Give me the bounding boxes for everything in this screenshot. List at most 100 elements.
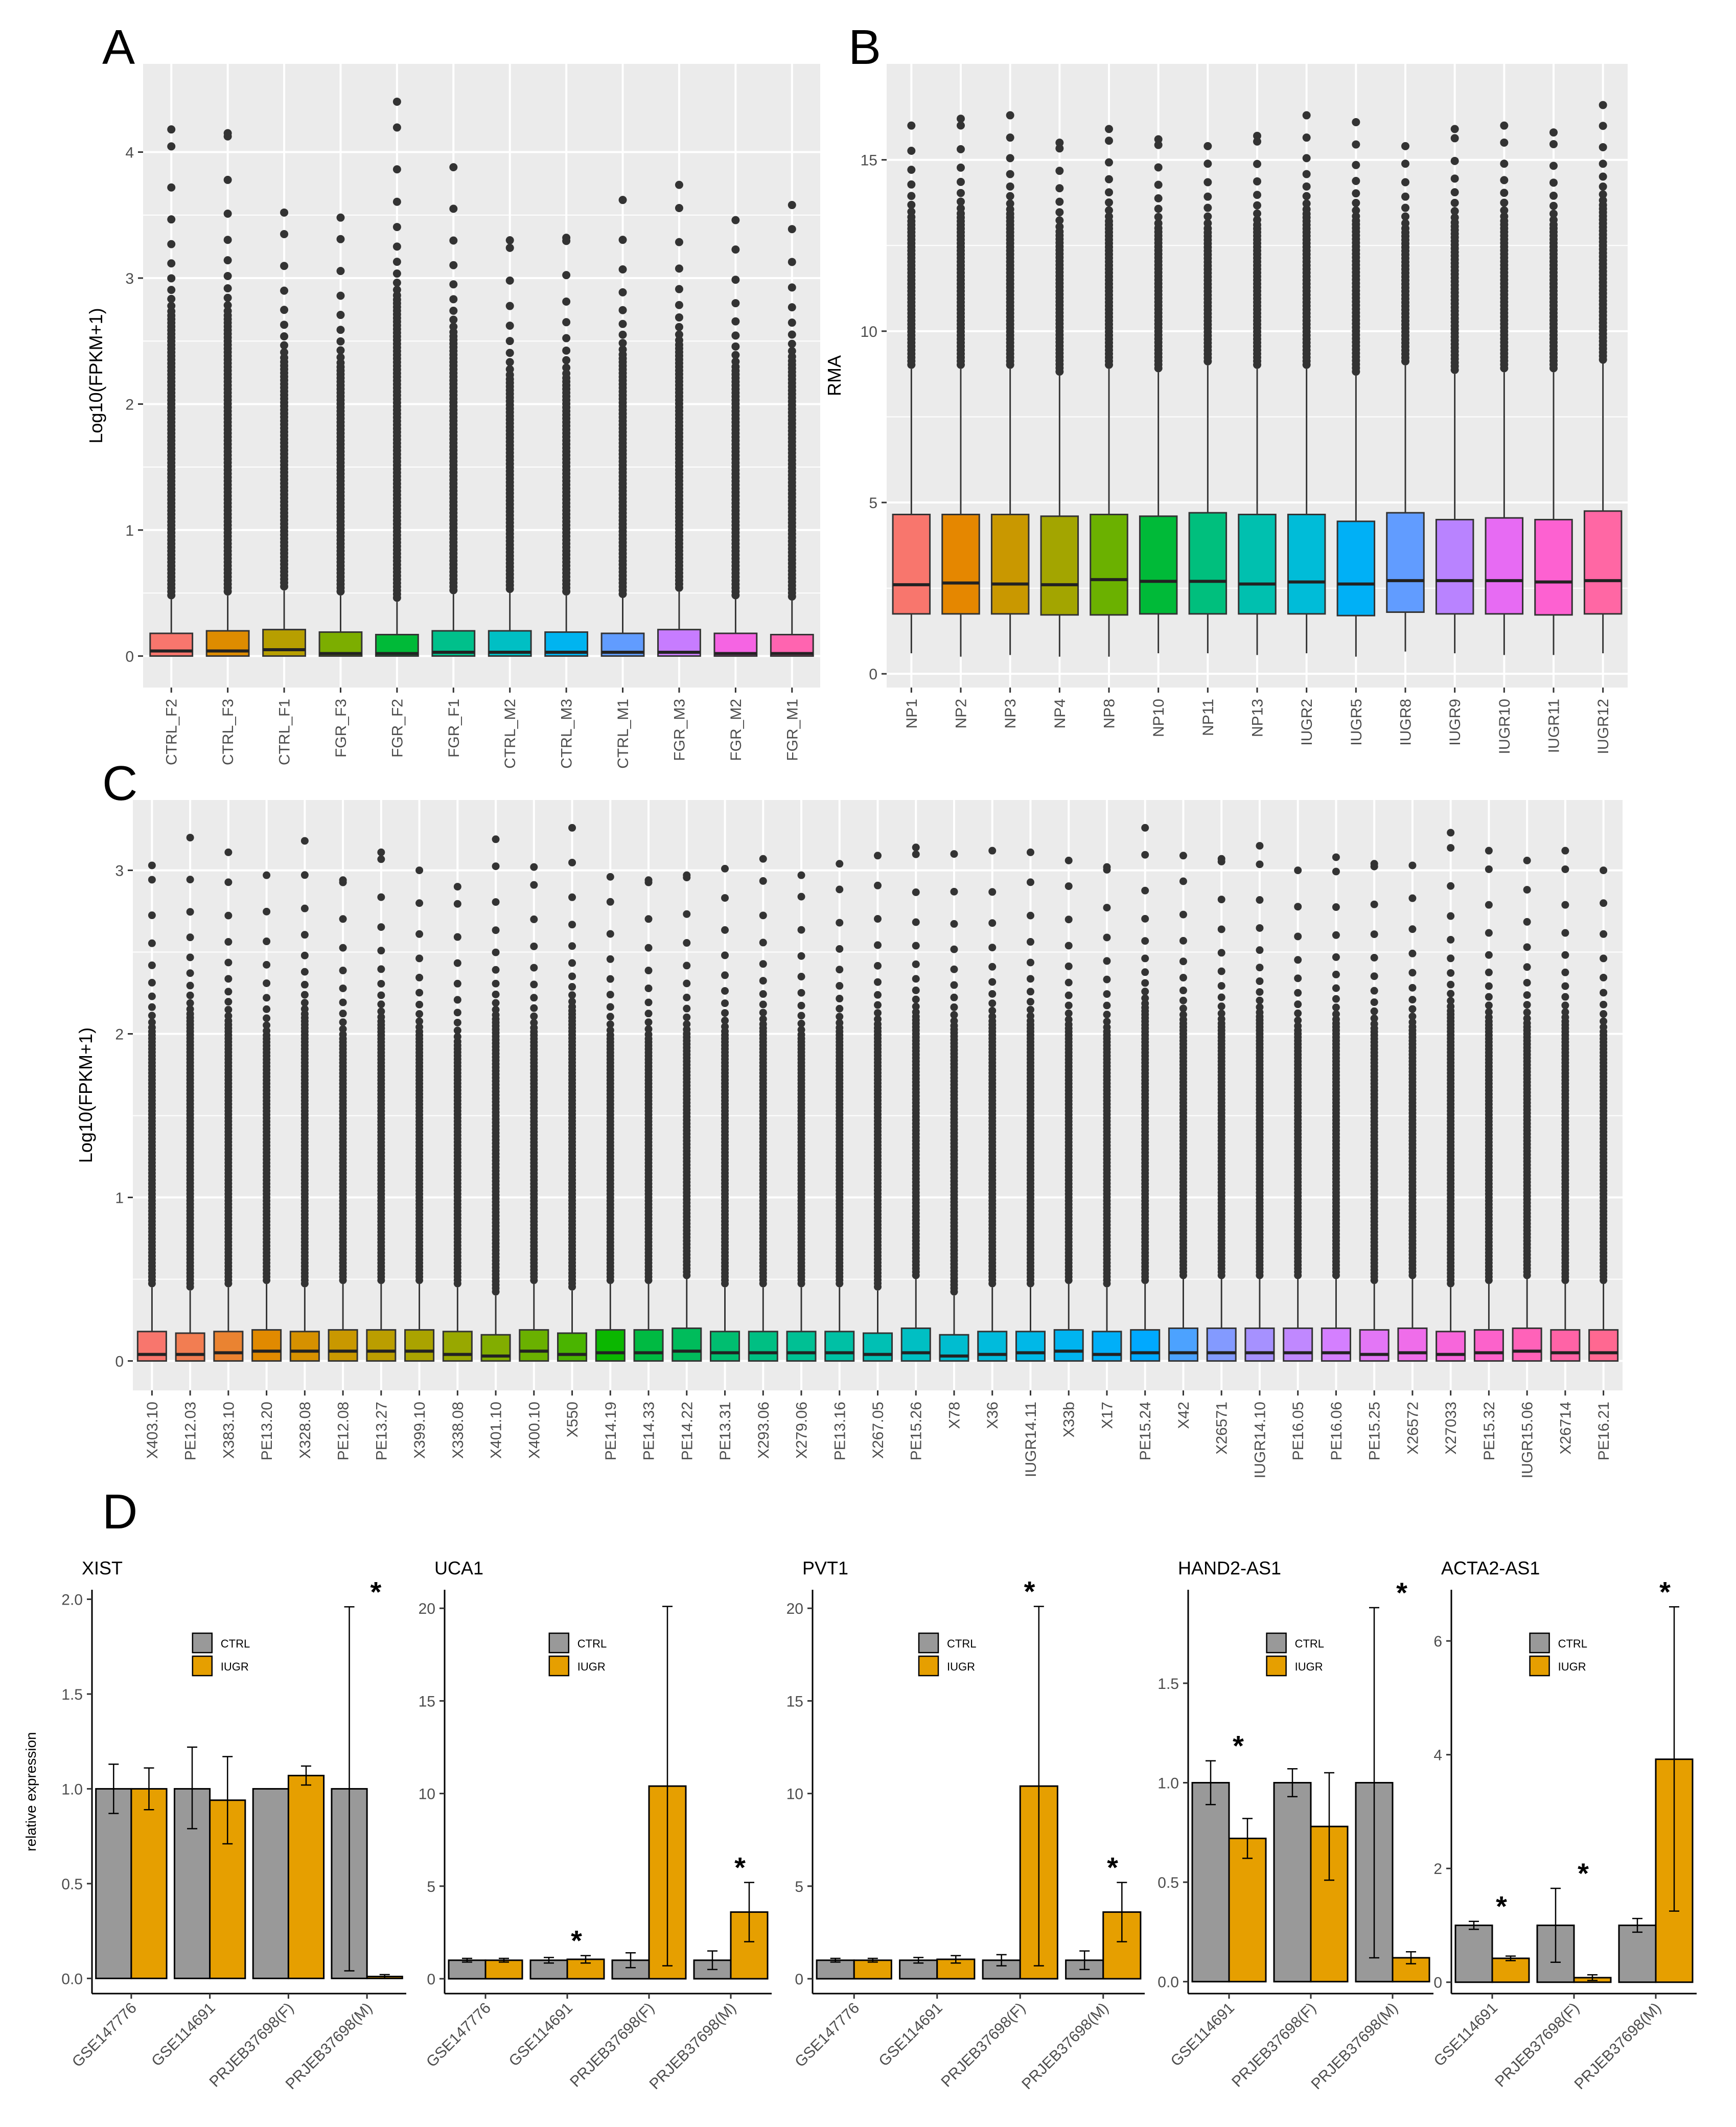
outlier-point [1103, 975, 1111, 984]
box-iqr [748, 1331, 778, 1362]
outlier-point [1179, 974, 1187, 982]
y-tick-label: 0 [115, 1353, 124, 1370]
outlier-point [797, 1019, 805, 1027]
max-outlier-point [1302, 111, 1311, 120]
outlier-points [1401, 142, 1409, 365]
outlier-point [1401, 192, 1409, 201]
outlier-point [606, 975, 614, 983]
outlier-point [1006, 199, 1014, 208]
outlier-point [224, 958, 233, 967]
outlier-point [950, 1011, 958, 1019]
outlier-point [1256, 988, 1264, 996]
outlier-point [492, 990, 500, 998]
max-outlier-point [449, 163, 458, 172]
outlier-point [339, 1018, 347, 1026]
outlier-point [300, 991, 309, 999]
outlier-point [957, 121, 965, 130]
x-tick-label: IUGR2 [1299, 699, 1315, 746]
box-ctrl-f3: CTRL_F3 [205, 129, 250, 765]
outlier-point [1154, 163, 1163, 172]
outlier-point [759, 977, 767, 985]
box-iqr [1238, 513, 1277, 615]
x-tick-label: IUGR14.11 [1023, 1402, 1039, 1477]
outlier-point [957, 189, 965, 197]
box-iqr [251, 1329, 282, 1362]
max-outlier-point [1253, 131, 1261, 140]
y-tick-label: 1 [115, 1190, 124, 1206]
outlier-point [1026, 975, 1034, 983]
outlier-point [644, 1018, 653, 1026]
outlier-point [1332, 953, 1340, 961]
outlier-point [912, 986, 920, 994]
panel-label-a: A [102, 20, 135, 75]
x-tick-label: X33b [1061, 1402, 1078, 1437]
max-outlier-point [788, 201, 796, 210]
outlier-points [907, 121, 916, 369]
x-tick-label: NP8 [1101, 699, 1118, 728]
outlier-point [1154, 213, 1163, 221]
box-iqr [557, 1332, 588, 1362]
box-iqr [824, 1331, 855, 1362]
outlier-point [788, 283, 796, 292]
outlier-point [1217, 949, 1225, 957]
outlier-point [1294, 1016, 1302, 1024]
outlier-point [988, 990, 997, 998]
outlier-point [1256, 964, 1264, 972]
outlier-point [1294, 1009, 1302, 1017]
outlier-point [336, 235, 345, 243]
outlier-point [392, 286, 401, 294]
outlier-point [377, 947, 385, 955]
outlier-points [505, 236, 514, 593]
max-outlier-point [453, 883, 461, 891]
outlier-point [797, 893, 805, 901]
box-iqr [175, 1332, 205, 1362]
outlier-point [957, 204, 965, 213]
outlier-point [957, 145, 965, 153]
outlier-point [568, 991, 576, 999]
outlier-point [907, 146, 916, 155]
outlier-point [1064, 1009, 1073, 1017]
outlier-points [1154, 135, 1163, 373]
x-tick-label: X401.10 [488, 1402, 505, 1459]
outlier-point [186, 981, 194, 990]
outlier-point [1217, 967, 1225, 975]
outlier-point [874, 1001, 882, 1009]
x-tick-label: IUGR11 [1546, 699, 1563, 753]
outlier-point [339, 967, 347, 975]
outlier-point [492, 926, 500, 934]
outlier-point [797, 926, 805, 934]
outlier-point [223, 307, 232, 315]
box-iqr [136, 1331, 167, 1362]
max-outlier-point [618, 196, 627, 204]
outlier-point [562, 271, 571, 280]
box-np8: NP8 [1090, 125, 1128, 728]
outlier-point [224, 911, 233, 920]
outlier-point [1332, 1003, 1340, 1012]
x-tick-label: PE13.31 [717, 1402, 734, 1460]
outlier-point [1217, 1002, 1225, 1011]
outlier-point [1302, 192, 1311, 200]
max-outlier-point [1352, 118, 1360, 126]
outlier-point [1105, 206, 1113, 215]
outlier-point [912, 850, 920, 858]
box-iugr12: IUGR12 [1583, 101, 1623, 754]
outlier-point [836, 885, 844, 894]
outlier-point [1026, 988, 1034, 996]
outlier-point [1141, 968, 1149, 976]
max-outlier-point [1500, 121, 1509, 130]
outlier-point [1006, 133, 1014, 142]
max-outlier-point [759, 855, 767, 863]
y-tick-label: 0 [869, 666, 877, 683]
outlier-point [797, 973, 805, 981]
max-outlier-point [530, 863, 538, 871]
outlier-point [721, 971, 729, 979]
outlier-point [1256, 1003, 1264, 1011]
outlier-point [874, 991, 882, 999]
outlier-point [836, 919, 844, 927]
box-fgr-f2: FGR_F2 [375, 97, 419, 758]
outlier-point [223, 175, 232, 184]
outlier-point [167, 240, 176, 248]
outlier-point [1179, 996, 1187, 1004]
outlier-point [1332, 1010, 1340, 1018]
max-outlier-point [912, 843, 920, 852]
